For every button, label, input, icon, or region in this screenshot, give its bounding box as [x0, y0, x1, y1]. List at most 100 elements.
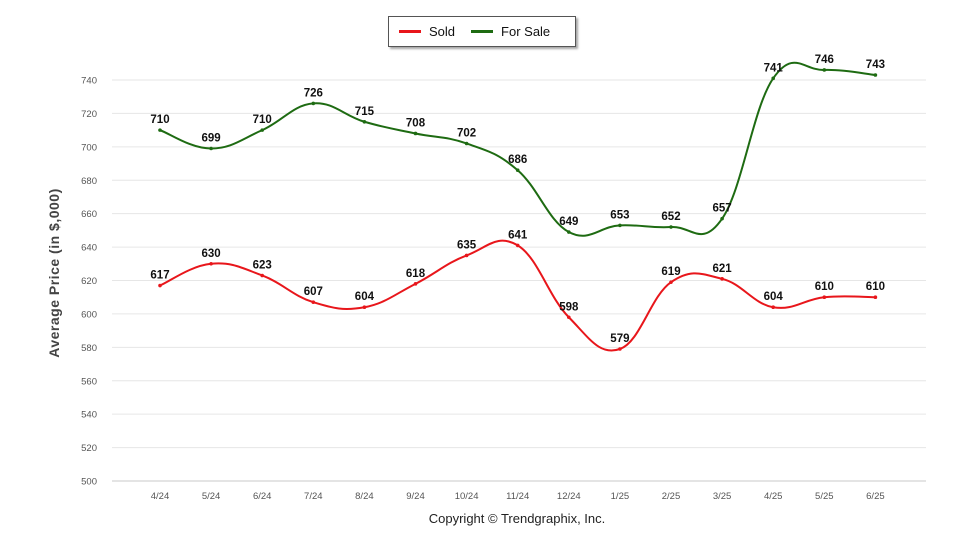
data-point-sold	[822, 295, 827, 300]
data-label-for-sale: 699	[202, 133, 221, 145]
data-point-sold	[260, 273, 265, 278]
data-label-sold: 617	[150, 270, 169, 282]
data-point-sold	[362, 305, 367, 310]
data-labels: 617 630 623 607 604 618 635 641 598 579 619 621 604 6…	[150, 54, 885, 345]
data-label-sold: 607	[304, 286, 323, 298]
data-label-for-sale: 743	[866, 59, 885, 71]
data-point-for-sale	[771, 76, 775, 81]
y-tick-label: 560	[81, 376, 97, 387]
x-tick-label: 4/24	[151, 491, 170, 502]
x-tick-label: 1/25	[611, 491, 630, 502]
x-tick-label: 7/24	[304, 491, 323, 502]
data-point-sold	[464, 253, 469, 258]
data-label-sold: 635	[457, 239, 477, 251]
data-label-sold: 623	[253, 259, 272, 271]
x-tick-label: 9/24	[406, 491, 425, 502]
y-tick-label: 740	[81, 76, 97, 87]
data-label-sold: 621	[713, 263, 733, 275]
legend-swatch-for-sale	[471, 30, 494, 33]
data-label-sold: 610	[815, 281, 834, 293]
data-point-for-sale	[413, 131, 418, 136]
data-point-for-sale	[311, 101, 316, 106]
y-tick-label: 600	[81, 309, 97, 320]
x-tick-label: 8/24	[355, 491, 374, 502]
y-tick-label: 640	[81, 243, 97, 254]
series	[158, 61, 878, 352]
data-point-sold	[311, 300, 316, 305]
data-label-for-sale: 653	[610, 209, 629, 221]
x-tick-label: 12/24	[557, 491, 581, 502]
x-tick-label: 2/25	[662, 491, 681, 502]
y-tick-label: 700	[81, 142, 97, 153]
data-point-sold	[720, 277, 724, 281]
data-point-for-sale	[209, 146, 213, 151]
data-label-for-sale: 746	[815, 54, 834, 66]
data-label-for-sale: 649	[559, 216, 578, 228]
data-point-for-sale	[362, 119, 367, 124]
y-tick-label: 520	[81, 443, 97, 454]
x-tick-label: 6/25	[866, 491, 885, 502]
legend-item-sold[interactable]: Sold	[399, 24, 455, 39]
y-tick-label: 660	[81, 209, 97, 220]
data-label-for-sale: 726	[304, 87, 323, 99]
data-point-for-sale	[720, 216, 724, 221]
data-point-for-sale	[567, 230, 571, 234]
x-tick-label: 6/24	[253, 491, 272, 502]
data-point-sold	[158, 283, 162, 288]
copyright-text: Copyright © Trendgraphix, Inc.	[428, 511, 606, 526]
data-point-sold	[873, 295, 878, 300]
data-label-sold: 579	[610, 333, 629, 345]
data-point-for-sale	[464, 141, 469, 146]
y-tick-label: 720	[81, 109, 97, 120]
data-label-sold: 630	[202, 248, 221, 260]
data-point-sold	[515, 243, 520, 248]
y-tick-label: 580	[81, 343, 97, 354]
data-point-for-sale	[515, 168, 520, 173]
data-point-sold	[209, 261, 213, 266]
data-label-for-sale: 741	[764, 62, 784, 74]
y-tick-label: 540	[81, 410, 97, 421]
data-point-sold	[413, 282, 418, 286]
y-axis-label: Average Price (in $,000)	[46, 188, 62, 358]
data-point-sold	[771, 305, 775, 310]
legend-item-for-sale[interactable]: For Sale	[471, 24, 550, 39]
data-label-sold: 618	[406, 268, 426, 280]
grid	[112, 79, 926, 482]
x-tick-label: 3/25	[713, 491, 732, 502]
data-label-for-sale: 657	[713, 203, 732, 215]
x-tick-label: 11/24	[506, 491, 529, 502]
x-tick-label: 5/24	[202, 491, 221, 502]
data-point-for-sale	[873, 73, 878, 77]
axes: 500 520 540 560 580 600 620 640 660 680 700 720 740 4…	[81, 76, 885, 503]
data-point-for-sale	[822, 68, 827, 72]
data-label-for-sale: 702	[457, 127, 476, 139]
data-point-for-sale	[260, 128, 265, 132]
data-label-sold: 641	[508, 229, 528, 241]
y-tick-label: 620	[81, 276, 97, 287]
data-label-for-sale: 652	[661, 211, 680, 223]
data-label-sold: 598	[559, 301, 579, 313]
data-point-sold	[669, 280, 673, 284]
data-label-sold: 610	[866, 281, 885, 293]
legend: Sold For Sale	[388, 16, 576, 47]
x-tick-label: 5/25	[815, 491, 834, 502]
data-label-for-sale: 715	[355, 106, 375, 118]
data-label-sold: 604	[764, 291, 784, 303]
series-line-sold	[159, 239, 876, 352]
data-point-for-sale	[618, 223, 622, 228]
data-point-sold	[567, 315, 571, 320]
data-point-for-sale	[669, 225, 673, 229]
data-label-sold: 604	[355, 291, 375, 303]
y-tick-label: 680	[81, 176, 97, 187]
data-label-for-sale: 710	[253, 114, 272, 126]
legend-swatch-sold	[399, 30, 421, 33]
legend-label-for-sale: For Sale	[501, 24, 551, 39]
series-line-for-sale	[159, 61, 876, 237]
data-point-for-sale	[158, 128, 162, 132]
data-label-for-sale: 710	[150, 114, 169, 126]
legend-label-sold: Sold	[429, 24, 456, 39]
x-tick-label: 10/24	[455, 491, 479, 502]
x-tick-label: 4/25	[764, 491, 783, 502]
data-point-sold	[618, 347, 622, 351]
